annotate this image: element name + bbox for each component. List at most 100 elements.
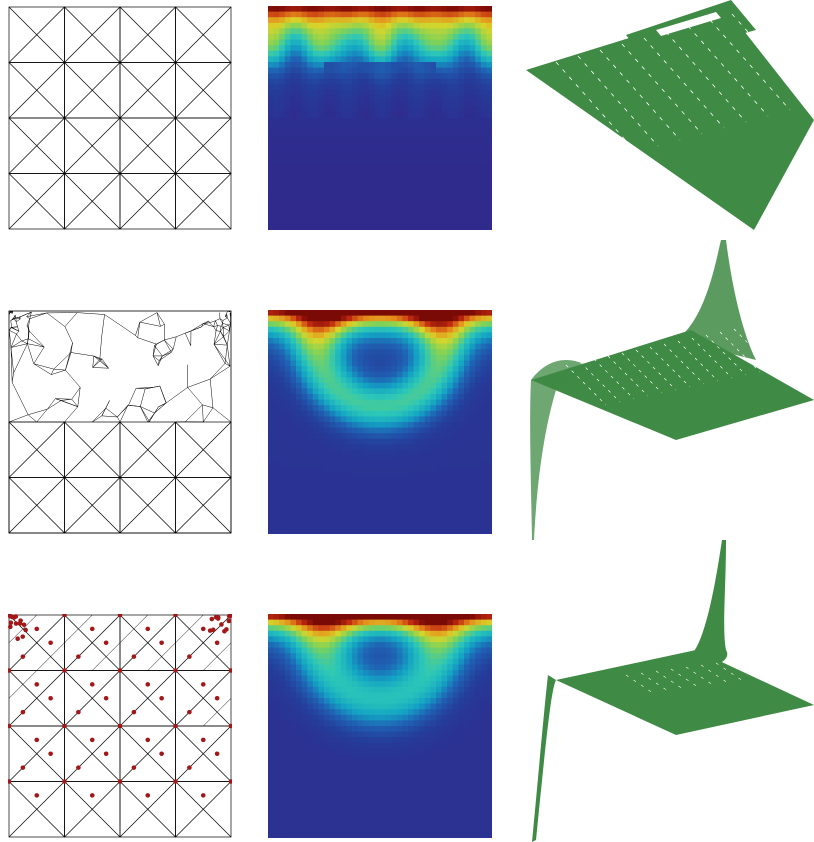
heat-cell (430, 207, 437, 214)
heat-cell (352, 625, 359, 632)
heat-cell (290, 134, 297, 141)
heat-cell (290, 140, 297, 147)
heat-cell (458, 450, 465, 457)
heat-cell (380, 179, 387, 186)
heat-cell (329, 382, 336, 389)
heat-cell (318, 28, 325, 35)
heat-cell (296, 39, 303, 46)
heat-cell (357, 326, 364, 333)
heat-cell (464, 179, 471, 186)
heat-cell (363, 224, 370, 230)
heat-cell (452, 444, 459, 451)
heat-cell (436, 405, 443, 412)
heat-cell (413, 118, 420, 125)
heat-cell (357, 349, 364, 356)
heat-cell (318, 382, 325, 389)
heat-cell (424, 782, 431, 789)
heat-cell (318, 810, 325, 817)
heat-cell (346, 366, 353, 373)
heat-cell (374, 754, 381, 761)
heat-cell (329, 810, 336, 817)
heat-cell (357, 73, 364, 80)
heat-cell (335, 17, 342, 24)
heat-cell (413, 754, 420, 761)
heat-cell (340, 196, 347, 203)
heat-cell (441, 39, 448, 46)
heat-cell (402, 810, 409, 817)
heat-cell (312, 506, 319, 513)
heat-cell (464, 34, 471, 41)
heat-cell (307, 332, 314, 339)
heat-cell (480, 349, 487, 356)
heat-cell (296, 647, 303, 654)
heat-cell (301, 95, 308, 102)
heat-cell (363, 185, 370, 192)
heat-cell (346, 759, 353, 766)
heat-cell (290, 39, 297, 46)
heat-cell (290, 647, 297, 654)
heat-cell (486, 168, 492, 175)
heat-cell (335, 483, 342, 490)
heat-cell (396, 315, 403, 322)
heat-cell (419, 179, 426, 186)
heat-cell (402, 73, 409, 80)
heat-cell (312, 798, 319, 805)
heat-cell (268, 56, 275, 63)
heat-cell (458, 438, 465, 445)
heat-cell (396, 798, 403, 805)
heat-cell (396, 84, 403, 91)
mesh-edge (190, 323, 204, 332)
heat-cell (290, 157, 297, 164)
heat-cell (486, 123, 492, 130)
heat-cell (374, 686, 381, 693)
heat-cell (447, 45, 454, 52)
heat-cell (480, 438, 487, 445)
mesh-point (131, 709, 137, 715)
heat-cell (335, 489, 342, 496)
heat-cell (396, 190, 403, 197)
heat-cell (452, 190, 459, 197)
heat-cell (312, 793, 319, 800)
heat-cell (385, 118, 392, 125)
heat-cell (391, 22, 398, 29)
heat-cell (307, 444, 314, 451)
mesh-edge (29, 312, 32, 319)
heat-cell (318, 815, 325, 822)
heat-cell (385, 50, 392, 57)
heat-cell (279, 804, 286, 811)
heat-cell (441, 405, 448, 412)
mesh-edge (140, 406, 155, 414)
heat-cell (363, 698, 370, 705)
heat-cell (268, 494, 275, 501)
heat-cell (352, 720, 359, 727)
heat-cell (329, 202, 336, 209)
heat-cell (357, 731, 364, 738)
heat-cell (458, 455, 465, 462)
heat-cell (436, 168, 443, 175)
heat-cell (447, 461, 454, 468)
heat-cell (346, 34, 353, 41)
heat-cell (301, 630, 308, 637)
heat-cell (284, 625, 291, 632)
heat-cell (335, 56, 342, 63)
heat-cell (469, 106, 476, 113)
heat-cell (329, 450, 336, 457)
heat-cell (301, 494, 308, 501)
heat-cell (480, 444, 487, 451)
heat-cell (402, 28, 409, 35)
heat-cell (458, 399, 465, 406)
heat-cell (279, 349, 286, 356)
heat-cell (329, 224, 336, 230)
heat-cell (475, 528, 482, 534)
heat-cell (380, 382, 387, 389)
heat-cell (441, 377, 448, 384)
heat-cell (385, 382, 392, 389)
heat-cell (413, 196, 420, 203)
heat-cell (357, 703, 364, 710)
heat-cell (424, 438, 431, 445)
heat-cell (430, 90, 437, 97)
heat-cell (475, 517, 482, 524)
heat-cell (419, 416, 426, 423)
heat-cell (340, 185, 347, 192)
heat-cell (279, 826, 286, 833)
